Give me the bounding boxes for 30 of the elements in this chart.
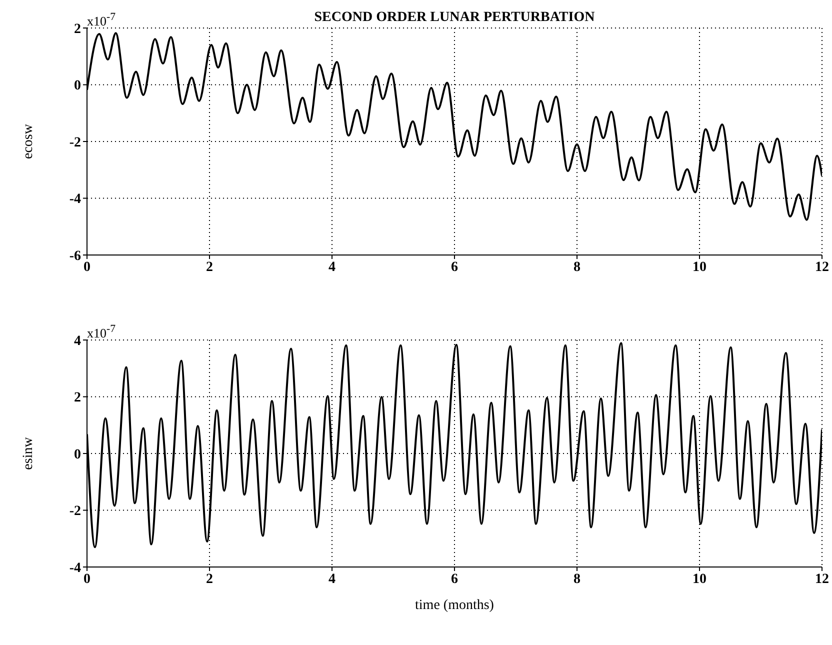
x-tick-label: 8 <box>574 260 580 275</box>
x-tick-label: 12 <box>815 572 829 587</box>
x-tick-label: 6 <box>451 260 458 275</box>
y-tick-label: -4 <box>69 560 81 576</box>
y-axis-title: esinw <box>20 436 36 470</box>
y-tick-label: 2 <box>74 22 81 37</box>
x-tick-label: 10 <box>692 572 706 587</box>
x-tick-label: 0 <box>84 572 90 587</box>
y-tick-label: 4 <box>74 334 81 349</box>
x-tick-label: 10 <box>692 260 706 275</box>
y-tick-label: -4 <box>69 192 81 208</box>
annotation: x10$^{-7}$ <box>87 323 116 342</box>
x-tick-label: 4 <box>328 572 336 587</box>
x-tick-label: 2 <box>206 572 213 587</box>
annotation: x10$^{-7}$ <box>87 11 116 30</box>
y-tick-label: 0 <box>74 78 81 94</box>
y-axis-title: ecosw <box>20 123 36 159</box>
x-tick-label: 0 <box>84 260 90 275</box>
x-tick-label: 12 <box>815 260 829 275</box>
x-axis-title: time (months) <box>415 598 494 613</box>
y-tick-label: 0 <box>74 447 81 462</box>
y-tick-label: -2 <box>69 504 81 520</box>
y-tick-label: -6 <box>69 248 81 264</box>
x-tick-label: 6 <box>451 572 458 587</box>
x-tick-label: 4 <box>328 260 336 275</box>
x-tick-label: 2 <box>206 260 213 275</box>
y-tick-label: 2 <box>74 390 81 406</box>
x-tick-label: 8 <box>574 572 580 587</box>
chart-title: SECOND ORDER LUNAR PERTURBATION <box>314 10 595 25</box>
y-tick-label: -2 <box>69 135 81 150</box>
